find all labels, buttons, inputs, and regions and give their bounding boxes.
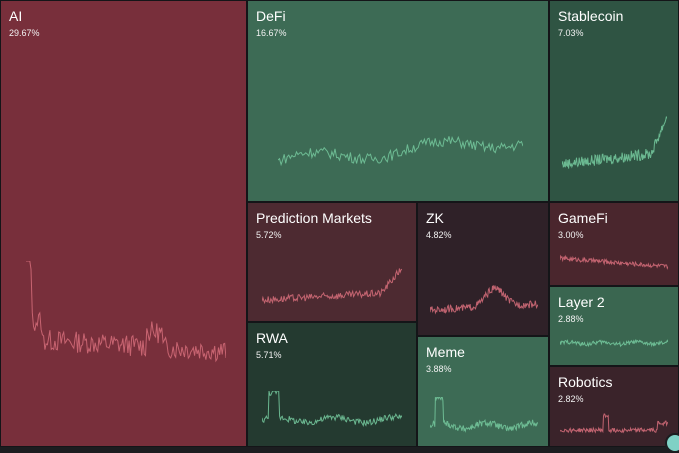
tile-percent: 16.67%: [256, 28, 287, 38]
tile-name: Prediction Markets: [256, 210, 372, 226]
sparkline-path: [560, 338, 668, 348]
tile-name: Stablecoin: [558, 8, 624, 24]
sparkline: [262, 391, 402, 427]
sparkline-path: [262, 391, 402, 427]
tile-rwa[interactable]: RWA 5.71%: [247, 322, 417, 447]
tile-ai[interactable]: AI 29.67%: [0, 0, 247, 447]
sparkline: [430, 397, 538, 433]
tile-meme[interactable]: Meme 3.88%: [417, 336, 549, 447]
sparkline-path: [562, 116, 667, 169]
tile-name: RWA: [256, 330, 288, 346]
sparkline: [430, 285, 538, 315]
sparkline: [26, 261, 226, 363]
sparkline-path: [278, 135, 523, 167]
tile-percent: 2.88%: [558, 314, 584, 324]
sparkline-path: [26, 261, 226, 363]
sparkline: [560, 338, 668, 348]
sparkline: [262, 268, 402, 305]
tile-layer-2[interactable]: Layer 2 2.88%: [549, 286, 679, 366]
sparkline-path: [560, 413, 668, 434]
tile-name: GameFi: [558, 210, 608, 226]
tile-name: DeFi: [256, 8, 286, 24]
sparkline: [560, 413, 668, 434]
tile-percent: 3.00%: [558, 230, 584, 240]
tile-percent: 29.67%: [9, 28, 40, 38]
tile-percent: 7.03%: [558, 28, 584, 38]
tile-percent: 5.72%: [256, 230, 282, 240]
tile-percent: 3.88%: [426, 364, 452, 374]
sparkline: [278, 135, 523, 167]
sparkline-path: [262, 268, 402, 305]
tile-name: AI: [9, 8, 23, 24]
tile-zk[interactable]: ZK 4.82%: [417, 202, 549, 336]
tile-stablecoin[interactable]: Stablecoin 7.03%: [549, 0, 679, 202]
tile-name: Robotics: [558, 374, 613, 390]
sparkline: [560, 254, 668, 270]
tile-name: ZK: [426, 210, 444, 226]
tile-percent: 5.71%: [256, 350, 282, 360]
tile-defi[interactable]: DeFi 16.67%: [247, 0, 549, 202]
tile-robotics[interactable]: Robotics 2.82%: [549, 366, 679, 447]
sparkline: [562, 116, 667, 169]
tile-name: Meme: [426, 344, 465, 360]
tile-percent: 4.82%: [426, 230, 452, 240]
tile-percent: 2.82%: [558, 394, 584, 404]
sparkline-path: [430, 285, 538, 315]
tile-prediction-markets[interactable]: Prediction Markets 5.72%: [247, 202, 417, 322]
sparkline-path: [430, 397, 538, 433]
tile-gamefi[interactable]: GameFi 3.00%: [549, 202, 679, 286]
sparkline-path: [560, 254, 668, 270]
tile-name: Layer 2: [558, 294, 605, 310]
corner-indicator-icon: [665, 433, 679, 453]
